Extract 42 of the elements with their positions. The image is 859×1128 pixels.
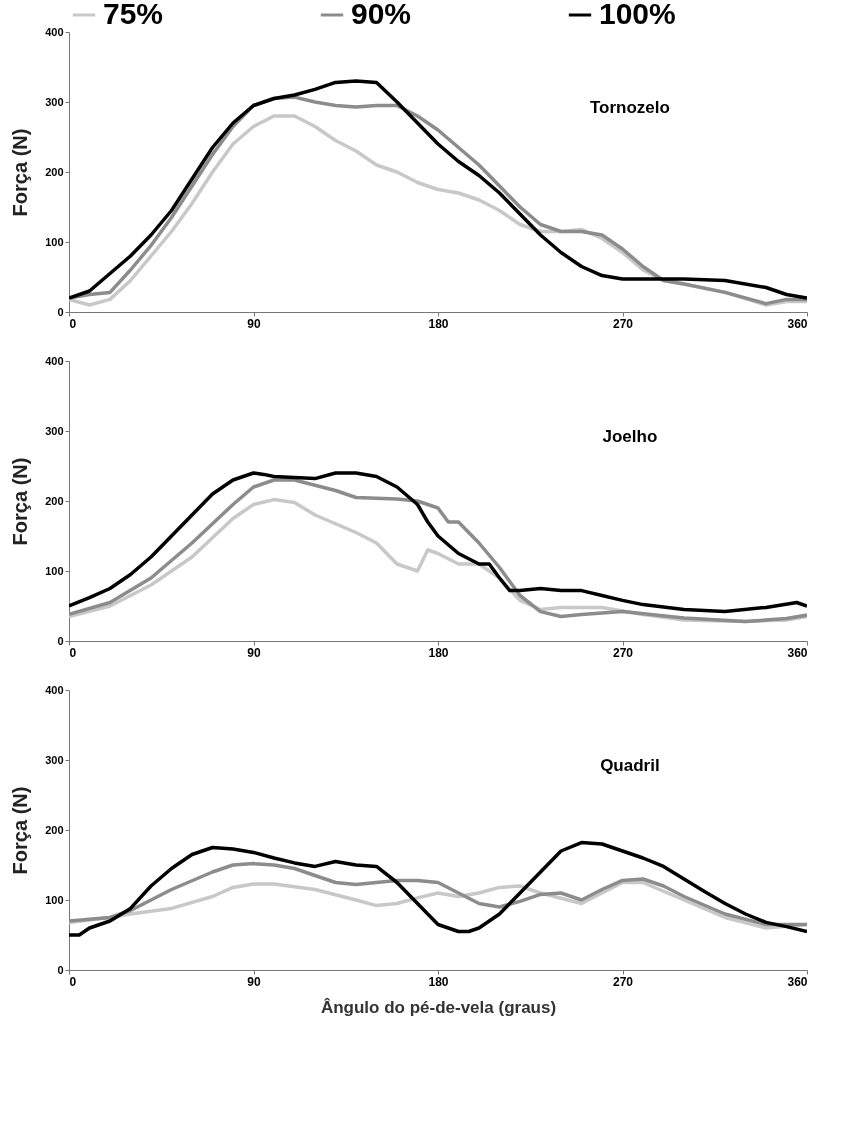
- y-axis-title: Força (N): [9, 457, 32, 546]
- y-tick-label: 200: [45, 494, 64, 507]
- y-tick-label: 300: [45, 753, 64, 766]
- y-tick-label: 400: [45, 354, 64, 367]
- x-tick-label: 270: [612, 974, 634, 989]
- legend-label: 75%: [103, 0, 164, 30]
- y-tick-label: 0: [57, 305, 64, 318]
- x-tick-label: 360: [787, 645, 808, 660]
- line-series: [69, 840, 807, 937]
- x-tick-label: 0: [69, 645, 77, 660]
- x-tick-label: 270: [612, 645, 634, 660]
- y-tick-label: 200: [45, 823, 64, 836]
- x-tick-label: 0: [69, 316, 77, 331]
- x-tick-label: 180: [428, 974, 449, 989]
- x-tick-label: 360: [787, 316, 808, 331]
- annotation: Tornozelo: [589, 97, 670, 117]
- y-tick-label: 200: [45, 165, 64, 178]
- y-tick-label: 0: [57, 963, 64, 976]
- legend-label: 100%: [599, 0, 676, 30]
- x-tick-label: 180: [428, 645, 449, 660]
- x-tick-label: 360: [787, 974, 808, 989]
- x-tick-label: 0: [69, 974, 77, 989]
- y-tick-label: 400: [45, 683, 64, 696]
- y-axis-title: Força (N): [9, 128, 32, 217]
- x-tick-label: 90: [247, 974, 261, 989]
- annotation: Quadril: [600, 755, 660, 775]
- x-tick-label: 270: [612, 316, 634, 331]
- y-tick-label: 300: [45, 424, 64, 437]
- legend-label: 90%: [351, 0, 412, 30]
- y-tick-label: 400: [45, 25, 64, 38]
- y-tick-label: 100: [45, 564, 64, 577]
- y-tick-label: 100: [45, 893, 64, 906]
- y-tick-label: 100: [45, 235, 64, 248]
- x-tick-label: 180: [428, 316, 449, 331]
- y-axis-title: Força (N): [9, 786, 32, 875]
- line-series: [69, 861, 807, 927]
- y-tick-label: 0: [57, 634, 64, 647]
- y-tick-label: 300: [45, 95, 64, 108]
- annotation: Joelho: [602, 426, 658, 446]
- x-tick-label: 90: [247, 645, 261, 660]
- x-axis-title: Ângulo do pé-de-vela (graus): [320, 997, 557, 1017]
- x-tick-label: 90: [247, 316, 261, 331]
